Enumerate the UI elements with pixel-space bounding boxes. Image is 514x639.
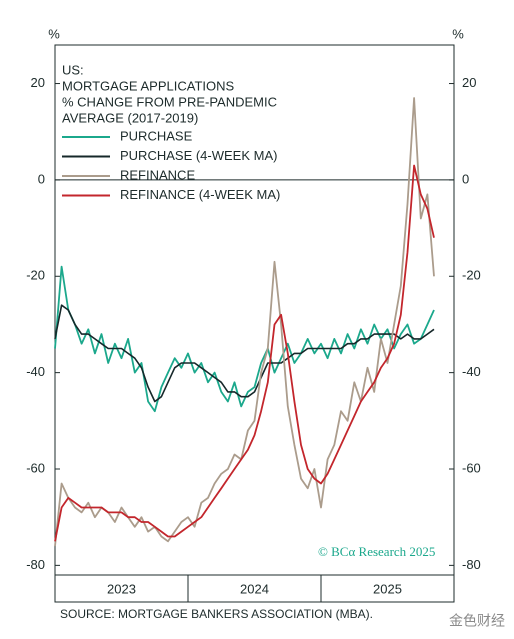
y2-tick-label: -60	[462, 460, 481, 475]
series-line	[54, 304, 435, 403]
legend-label: REFINANCE (4-WEEK MA)	[120, 187, 280, 202]
y2-tick-label: -40	[462, 364, 481, 379]
y2-tick-label: -20	[462, 268, 481, 283]
series-line	[54, 164, 435, 542]
legend-label: PURCHASE (4-WEEK MA)	[120, 148, 277, 163]
legend-label: REFINANCE	[120, 167, 195, 182]
y2-tick-label: -80	[462, 557, 481, 572]
source: SOURCE: MORTGAGE BANKERS ASSOCIATION (MB…	[60, 607, 373, 621]
y2-tick-label: 0	[462, 171, 469, 186]
series-line	[54, 97, 435, 547]
y-tick-label: -60	[26, 460, 45, 475]
plot-frame	[54, 44, 455, 603]
watermark: © BCα Research 2025	[318, 544, 435, 559]
y2-tick-label: 20	[462, 75, 476, 90]
title-line: US:	[62, 62, 84, 77]
x-tick-label: 2023	[107, 581, 136, 596]
title-line: AVERAGE (2017-2019)	[62, 110, 198, 125]
logo: 金色财经	[449, 613, 505, 629]
legend-label: PURCHASE	[120, 128, 193, 143]
x-tick-label: 2024	[240, 581, 269, 596]
x-tick-label: 2025	[373, 581, 402, 596]
y-tick-label: -80	[26, 557, 45, 572]
series-line	[54, 265, 435, 413]
title-line: % CHANGE FROM PRE-PANDEMIC	[62, 94, 277, 109]
y-tick-label: -40	[26, 364, 45, 379]
title-line: MORTGAGE APPLICATIONS	[62, 78, 234, 93]
y-tick-label: 0	[38, 171, 45, 186]
y-tick-label: -20	[26, 268, 45, 283]
y-unit-left: %	[48, 26, 60, 41]
y-unit-right: %	[452, 26, 464, 41]
y-tick-label: 20	[31, 75, 45, 90]
